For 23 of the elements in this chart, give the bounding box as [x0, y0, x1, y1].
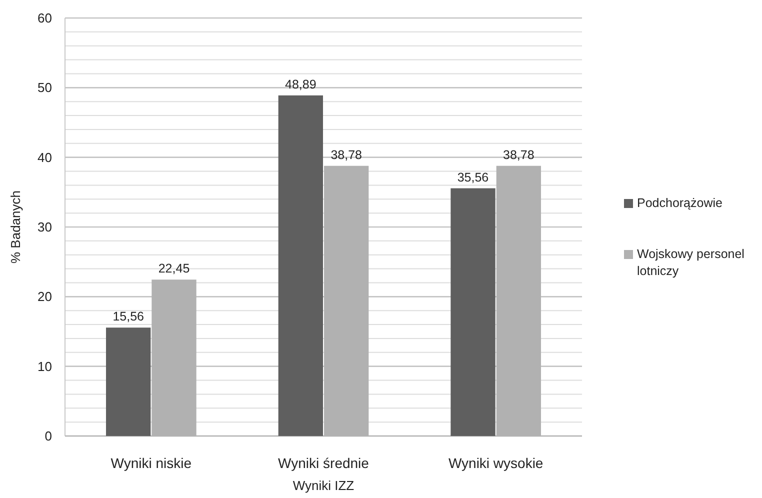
- y-tick-label: 10: [38, 358, 52, 374]
- y-tick-label: 60: [38, 10, 52, 26]
- legend-label: Podchorążowie: [637, 196, 723, 210]
- x-axis-title: Wyniki IZZ: [292, 478, 354, 493]
- y-tick-label: 20: [38, 289, 52, 304]
- data-label: 22,45: [158, 262, 190, 276]
- y-axis-title: % Badanych: [8, 190, 23, 264]
- bar: [450, 188, 496, 436]
- bar: [106, 328, 151, 436]
- legend-label: Wojskowy personel lotniczy: [637, 247, 744, 278]
- y-tick-label: 40: [38, 150, 52, 165]
- data-label: 48,89: [285, 77, 316, 92]
- bar: [278, 95, 323, 436]
- x-tick-label: Wyniki średnie: [278, 454, 370, 471]
- data-label: 38,78: [330, 148, 362, 162]
- x-tick-label: Wyniki wysokie: [448, 454, 544, 471]
- data-label: 15,56: [112, 310, 144, 324]
- y-tick-label: 50: [38, 80, 52, 96]
- data-label: 38,78: [503, 148, 534, 162]
- x-tick-label: Wyniki niskie: [110, 454, 192, 471]
- y-tick-label: 30: [38, 220, 52, 235]
- y-tick-label: 0: [44, 428, 52, 444]
- data-label: 35,56: [457, 170, 489, 184]
